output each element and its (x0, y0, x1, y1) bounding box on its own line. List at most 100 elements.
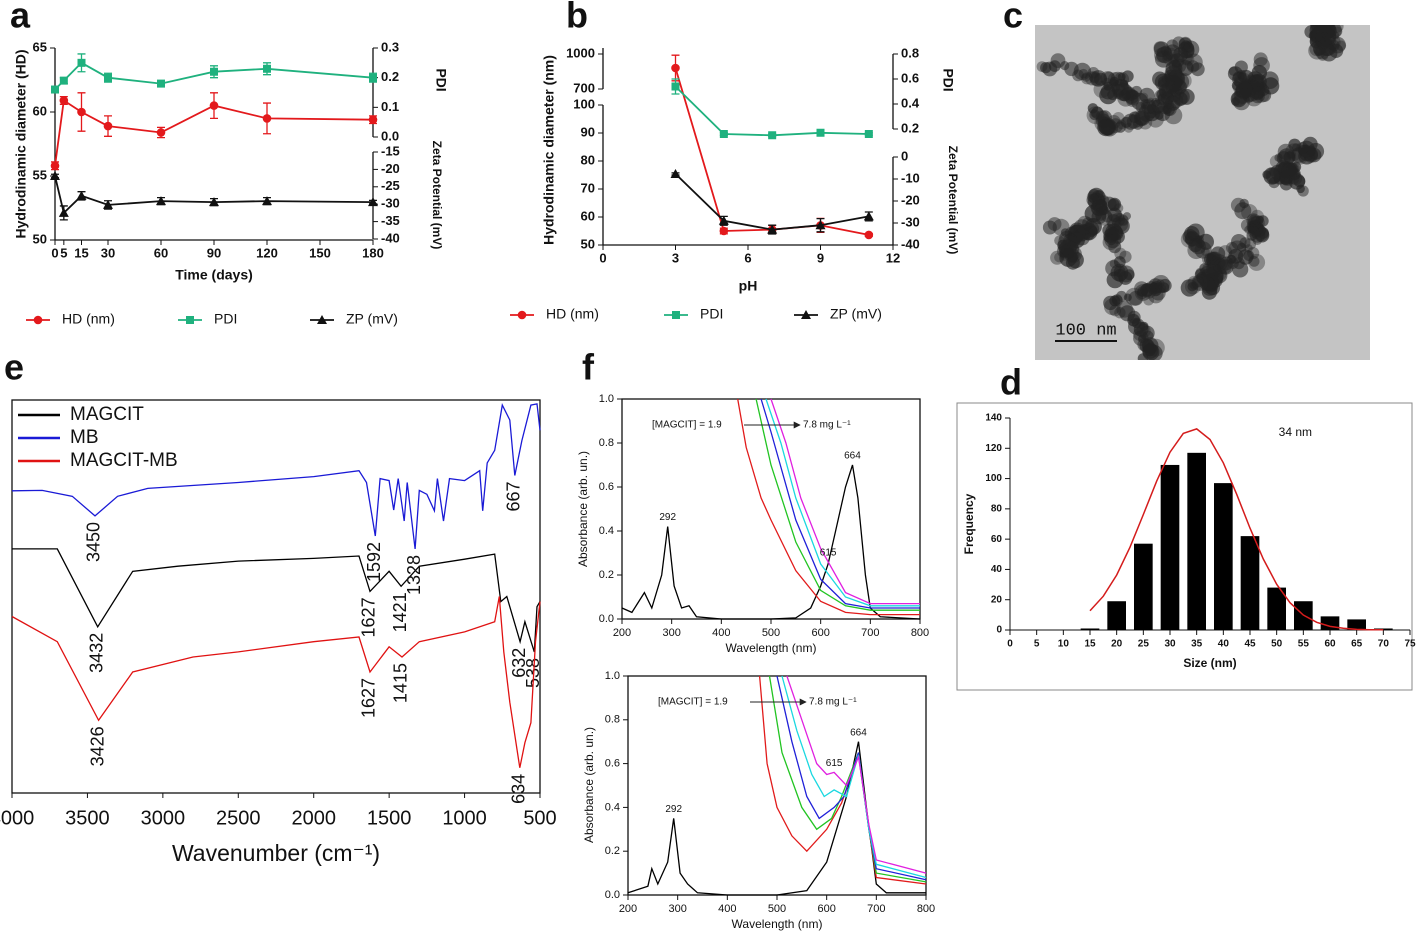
y-axis-title: Frequency (962, 493, 976, 554)
x-tick-label: 6 (744, 250, 751, 265)
particle (1315, 32, 1332, 49)
data-point (670, 168, 681, 178)
particle (1104, 298, 1121, 316)
particle (1239, 88, 1251, 99)
particle (1150, 285, 1166, 301)
particle (1157, 79, 1168, 90)
particle (1042, 220, 1057, 235)
data-point (58, 207, 69, 217)
data-point (103, 121, 113, 131)
x-tick-label: 30 (101, 245, 115, 260)
bar (1080, 628, 1100, 630)
particle (1128, 290, 1144, 306)
y-tick-label: 80 (991, 503, 1003, 514)
peak-label: 664 (850, 727, 867, 738)
y-tick-label: 1000 (566, 45, 595, 60)
particle (1172, 79, 1187, 95)
peak-label: 664 (844, 451, 861, 462)
series-line (674, 173, 869, 231)
particle (1190, 238, 1206, 255)
data-point (156, 128, 166, 137)
peak-label: 615 (826, 758, 843, 769)
x-tick-label: 9 (817, 250, 824, 265)
legend-marker (517, 310, 527, 320)
bar (1107, 601, 1126, 630)
legend-marker (186, 316, 194, 324)
legend-label: PDI (214, 311, 237, 327)
particle (1139, 87, 1155, 104)
y2-tick-label: -40 (901, 236, 920, 251)
particle (1050, 250, 1065, 265)
x-tick-label: 65 (1351, 639, 1363, 650)
particle (1123, 212, 1131, 221)
particle (1123, 269, 1135, 281)
x-tick-label: 30 (1164, 639, 1176, 650)
data-point (864, 230, 874, 240)
y-tick-label: 80 (581, 152, 595, 167)
y2-tick-label: -40 (381, 230, 400, 245)
y-tick-label: 60 (33, 103, 47, 118)
particle (1238, 82, 1253, 96)
bar (1374, 628, 1393, 630)
y-tick-label: 60 (991, 534, 1003, 545)
data-point (719, 226, 729, 236)
bar (1347, 619, 1366, 630)
particle (1322, 25, 1333, 28)
bar (1160, 464, 1180, 630)
y-tick-label: 700 (573, 80, 595, 95)
x-tick-label: 5 (1034, 639, 1040, 650)
y2-tick-label: 0.2 (901, 120, 919, 135)
peak-label: 292 (659, 512, 676, 523)
x-tick-label: 500 (768, 903, 786, 915)
x-tick-label: 0 (1007, 639, 1013, 650)
y-tick-label: 60 (581, 208, 595, 223)
x-tick-label: 4000 (0, 807, 34, 829)
annotation: [MAGCIT] = 1.9 (658, 697, 728, 708)
y2-tick-label: -10 (901, 170, 920, 185)
data-point (369, 73, 377, 82)
panel-frame (956, 402, 1413, 691)
x-tick-label: 0 (51, 245, 58, 260)
legend-marker (672, 311, 680, 319)
x-tick-label: 2500 (216, 807, 261, 829)
y2-tick-label: 0.4 (901, 95, 920, 110)
particle (1180, 279, 1199, 297)
particle (1251, 230, 1261, 240)
particle (1321, 15, 1329, 23)
peak-label: 1627 (359, 597, 379, 637)
x-tick-label: 75 (1404, 639, 1416, 650)
y-axis-title: Absorbance (arb. un.) (576, 451, 590, 567)
legend-label: MAGCIT (70, 404, 144, 425)
y-tick-label: 1.0 (599, 393, 614, 405)
x-axis-title: Wavelength (nm) (732, 917, 823, 931)
peak-label: 667 (504, 481, 524, 511)
particle (1059, 245, 1071, 257)
x-tick-label: 300 (668, 903, 686, 915)
y-tick-label: 0.8 (605, 714, 620, 726)
particle (1248, 256, 1260, 267)
series-line (781, 675, 927, 879)
particle (1092, 200, 1101, 210)
particle (1114, 247, 1127, 260)
particle (1047, 217, 1062, 231)
y2-tick-label: -20 (381, 161, 400, 176)
legend-label: HD (nm) (62, 311, 115, 327)
x-tick-label: 600 (811, 627, 829, 639)
tem-panel: 100 nm c (1003, 0, 1370, 360)
peak-label: 634 (509, 774, 529, 804)
legend-marker (33, 315, 43, 325)
y2-tick-label: 0.0 (381, 128, 399, 143)
y-tick-label: 55 (33, 167, 47, 182)
peak-label: 3432 (86, 633, 106, 673)
data-point (368, 197, 378, 207)
y-tick-label: 0.4 (599, 525, 614, 537)
particle (1310, 25, 1318, 27)
x-tick-label: 800 (911, 627, 929, 639)
peak-label: 1421 (390, 592, 410, 632)
x-tick-label: 400 (712, 627, 730, 639)
y-tick-label: 70 (581, 180, 595, 195)
y-axis2-title: PDI (940, 68, 956, 91)
bar (1187, 452, 1206, 630)
legend-marker (801, 310, 811, 319)
